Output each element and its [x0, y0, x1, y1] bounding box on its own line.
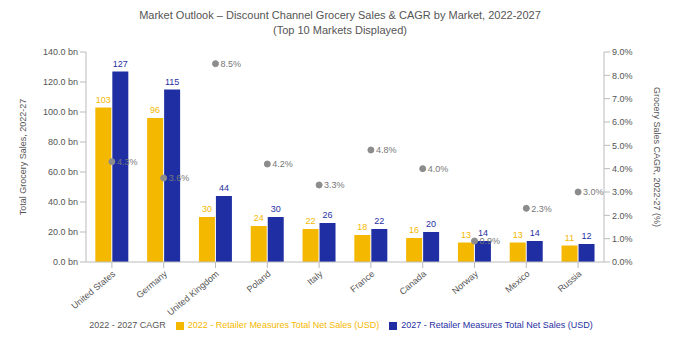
- svg-text:7.0%: 7.0%: [612, 94, 633, 104]
- html-text:2022 - Retailer Measures Total: 2022 - Retailer Measures Total Net Sales…: [187, 320, 380, 330]
- svg-text:3.6%: 3.6%: [169, 173, 190, 183]
- svg-text:2.3%: 2.3%: [531, 204, 552, 214]
- svg-text:3.3%: 3.3%: [324, 180, 345, 190]
- svg-text:5.0%: 5.0%: [612, 141, 633, 151]
- svg-text:30: 30: [202, 204, 212, 214]
- svg-text:France: France: [348, 269, 376, 295]
- svg-text:0.0 bn: 0.0 bn: [53, 257, 78, 267]
- svg-text:1.0%: 1.0%: [612, 234, 633, 244]
- svg-text:4.8%: 4.8%: [376, 145, 397, 155]
- svg-text:Germany: Germany: [134, 268, 169, 300]
- html-text:2027 - Retailer Measures Total: 2027 - Retailer Measures Total Net Sales…: [401, 320, 593, 330]
- svg-text:18: 18: [357, 222, 367, 232]
- svg-text:United States: United States: [69, 268, 117, 311]
- svg-text:13: 13: [513, 230, 523, 240]
- svg-text:14: 14: [530, 228, 540, 238]
- svg-text:80.0 bn: 80.0 bn: [48, 137, 78, 147]
- svg-text:4.3%: 4.3%: [117, 157, 138, 167]
- svg-text:14: 14: [477, 228, 488, 238]
- svg-text:0.0%: 0.0%: [612, 257, 633, 267]
- svg-text:13: 13: [461, 230, 471, 240]
- svg-text:30: 30: [271, 204, 281, 214]
- svg-text:4.0%: 4.0%: [612, 164, 633, 174]
- svg-text:22: 22: [306, 216, 316, 226]
- html-text:(Top 10 Markets Displayed): (Top 10 Markets Displayed): [273, 24, 407, 36]
- svg-text:8.0%: 8.0%: [612, 71, 633, 81]
- svg-text:6.0%: 6.0%: [612, 117, 633, 127]
- svg-text:60.0 bn: 60.0 bn: [48, 167, 78, 177]
- svg-text:3.0%: 3.0%: [612, 187, 633, 197]
- svg-text:44: 44: [219, 183, 229, 193]
- svg-text:100.0 bn: 100.0 bn: [43, 107, 78, 117]
- svg-text:4.0%: 4.0%: [428, 164, 449, 174]
- svg-text:16: 16: [409, 225, 419, 235]
- svg-text:8.5%: 8.5%: [221, 59, 242, 69]
- svg-text:2.0%: 2.0%: [612, 211, 633, 221]
- svg-text:3.0%: 3.0%: [583, 187, 604, 197]
- svg-text:20: 20: [426, 219, 436, 229]
- svg-text:Canada: Canada: [398, 269, 429, 297]
- svg-text:9.0%: 9.0%: [612, 47, 633, 57]
- svg-text:4.2%: 4.2%: [272, 159, 293, 169]
- svg-text:Total Grocery Sales, 2022-27: Total Grocery Sales, 2022-27: [18, 99, 28, 216]
- svg-text:20.0 bn: 20.0 bn: [48, 227, 78, 237]
- svg-text:Russia: Russia: [556, 269, 584, 294]
- svg-text:24: 24: [254, 213, 264, 223]
- svg-text:12: 12: [582, 231, 592, 241]
- svg-text:0.9%: 0.9%: [480, 236, 501, 246]
- svg-text:120.0 bn: 120.0 bn: [43, 77, 78, 87]
- svg-text:103: 103: [96, 95, 111, 105]
- svg-text:Grocery Sales CAGR, 2022-27 (%: Grocery Sales CAGR, 2022-27 (%): [652, 87, 662, 227]
- svg-text:Poland: Poland: [245, 269, 273, 295]
- svg-text:Norway: Norway: [450, 268, 480, 296]
- svg-text:96: 96: [150, 105, 160, 115]
- svg-text:Mexico: Mexico: [503, 269, 531, 295]
- svg-text:40.0 bn: 40.0 bn: [48, 197, 78, 207]
- svg-text:22: 22: [374, 216, 384, 226]
- html-text:Market Outlook – Discount Chan: Market Outlook – Discount Channel Grocer…: [139, 9, 541, 21]
- html-text:2022 - 2027 CAGR: 2022 - 2027 CAGR: [89, 320, 166, 330]
- svg-text:United Kingdom: United Kingdom: [165, 269, 220, 318]
- svg-text:140.0 bn: 140.0 bn: [43, 47, 78, 57]
- svg-text:115: 115: [165, 77, 179, 87]
- svg-text:127: 127: [113, 59, 128, 69]
- svg-text:26: 26: [323, 210, 333, 220]
- svg-text:Italy: Italy: [305, 268, 324, 287]
- svg-text:11: 11: [565, 233, 574, 243]
